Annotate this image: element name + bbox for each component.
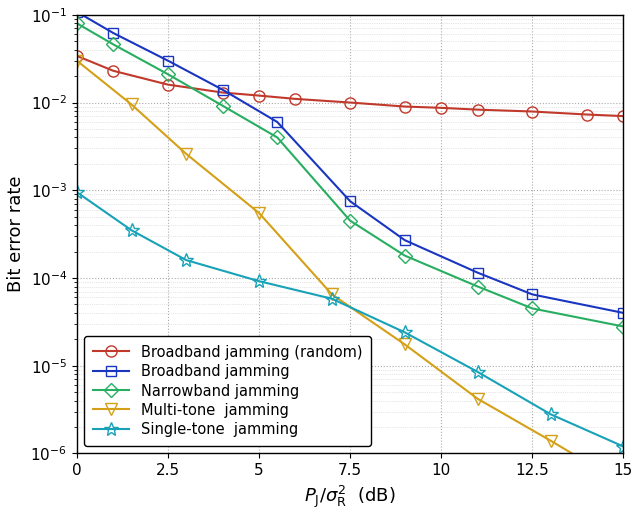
- Line: Broadband jamming (random): Broadband jamming (random): [71, 50, 629, 121]
- X-axis label: $P_\mathrm{J}/\sigma_\mathrm{R}^2$  (dB): $P_\mathrm{J}/\sigma_\mathrm{R}^2$ (dB): [305, 484, 396, 510]
- Broadband jamming: [474, 269, 481, 276]
- Narrowband jamming: [529, 306, 536, 312]
- Broadband jamming: [401, 237, 409, 244]
- Broadband jamming (random): [529, 109, 536, 115]
- Broadband jamming (random): [583, 112, 591, 118]
- Single-tone  jamming: [73, 189, 81, 195]
- Line: Broadband jamming: Broadband jamming: [72, 7, 628, 318]
- Broadband jamming (random): [255, 93, 263, 99]
- Y-axis label: Bit error rate: Bit error rate: [7, 176, 25, 293]
- Broadband jamming: [529, 291, 536, 297]
- Single-tone  jamming: [620, 444, 627, 450]
- Multi-tone  jamming: [182, 151, 190, 157]
- Single-tone  jamming: [474, 369, 481, 375]
- Broadband jamming (random): [437, 105, 445, 111]
- Multi-tone  jamming: [255, 210, 263, 216]
- Line: Single-tone  jamming: Single-tone jamming: [70, 185, 630, 453]
- Multi-tone  jamming: [474, 396, 481, 402]
- Narrowband jamming: [474, 283, 481, 290]
- Broadband jamming (random): [474, 107, 481, 113]
- Broadband jamming (random): [164, 82, 172, 88]
- Narrowband jamming: [273, 134, 281, 141]
- Broadband jamming: [620, 310, 627, 316]
- Line: Narrowband jamming: Narrowband jamming: [72, 19, 628, 331]
- Legend: Broadband jamming (random), Broadband jamming, Narrowband jamming, Multi-tone  j: Broadband jamming (random), Broadband ja…: [84, 336, 371, 446]
- Broadband jamming (random): [401, 103, 409, 110]
- Broadband jamming: [73, 9, 81, 15]
- Broadband jamming (random): [292, 96, 300, 102]
- Narrowband jamming: [620, 324, 627, 330]
- Narrowband jamming: [401, 252, 409, 258]
- Line: Multi-tone  jamming: Multi-tone jamming: [70, 54, 630, 490]
- Multi-tone  jamming: [547, 437, 554, 444]
- Narrowband jamming: [109, 41, 117, 48]
- Single-tone  jamming: [255, 278, 263, 284]
- Single-tone  jamming: [401, 329, 409, 336]
- Single-tone  jamming: [182, 257, 190, 263]
- Narrowband jamming: [346, 218, 354, 224]
- Single-tone  jamming: [127, 227, 135, 233]
- Multi-tone  jamming: [620, 481, 627, 487]
- Multi-tone  jamming: [328, 291, 336, 297]
- Single-tone  jamming: [328, 296, 336, 302]
- Multi-tone  jamming: [73, 57, 81, 64]
- Broadband jamming: [164, 57, 172, 64]
- Multi-tone  jamming: [127, 101, 135, 108]
- Broadband jamming: [346, 198, 354, 204]
- Narrowband jamming: [73, 20, 81, 26]
- Broadband jamming (random): [620, 113, 627, 119]
- Narrowband jamming: [219, 102, 227, 109]
- Broadband jamming (random): [346, 99, 354, 105]
- Broadband jamming (random): [109, 68, 117, 74]
- Broadband jamming: [109, 30, 117, 36]
- Multi-tone  jamming: [401, 341, 409, 347]
- Broadband jamming (random): [73, 53, 81, 59]
- Narrowband jamming: [164, 71, 172, 78]
- Broadband jamming: [273, 119, 281, 125]
- Broadband jamming (random): [219, 89, 227, 96]
- Single-tone  jamming: [547, 411, 554, 417]
- Broadband jamming: [219, 87, 227, 93]
